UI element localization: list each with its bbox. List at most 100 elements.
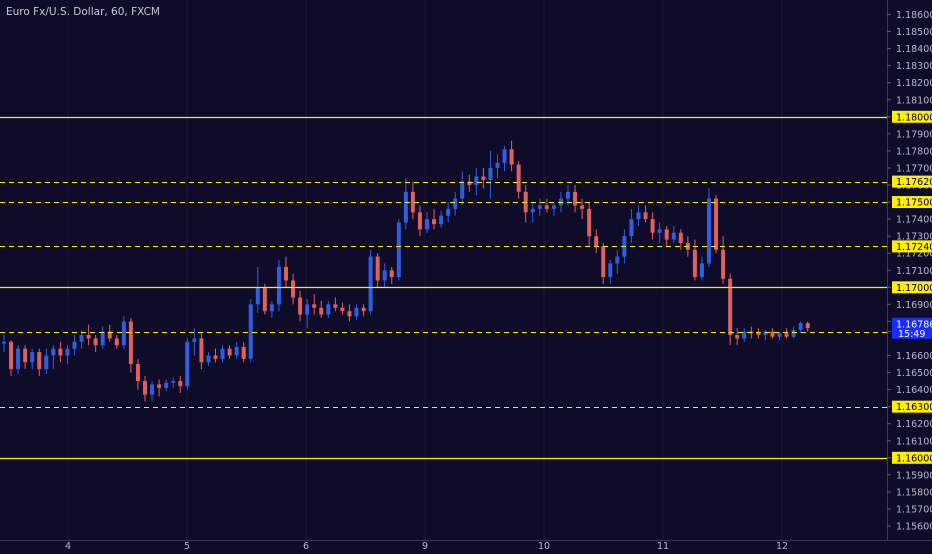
candle <box>389 266 394 284</box>
level-badge-bg <box>892 451 932 464</box>
candle-body <box>488 167 493 180</box>
price-tick-label: 1.18600 <box>896 10 932 21</box>
candle-body <box>777 333 782 337</box>
candle <box>544 198 549 213</box>
candle-body <box>516 164 521 192</box>
candle <box>100 326 105 349</box>
candle <box>72 335 77 356</box>
candle <box>241 341 246 363</box>
candle-body <box>199 338 204 363</box>
candle <box>185 338 190 390</box>
candle-body <box>269 304 274 312</box>
candle-body <box>425 219 429 230</box>
candle <box>410 181 415 220</box>
candle <box>51 345 56 370</box>
grid <box>67 0 783 540</box>
candle <box>608 260 613 284</box>
candle-body <box>72 341 77 349</box>
horizontal-levels[interactable] <box>0 116 887 460</box>
candle-body <box>58 348 63 356</box>
time-axis[interactable]: 4 5 6 9 10 11 12 <box>65 541 788 552</box>
candle <box>44 348 49 375</box>
candle <box>305 299 310 329</box>
candle-body <box>650 219 655 233</box>
time-tick-label: 11 <box>657 541 669 550</box>
level-badge-bg <box>892 175 932 188</box>
candle <box>495 154 500 179</box>
candle <box>439 210 444 228</box>
candle <box>432 208 437 230</box>
level-badge: 1.17240 <box>892 240 932 253</box>
candle-body <box>213 355 218 359</box>
level-badge-bg <box>892 110 932 123</box>
price-tick-label: 1.16900 <box>896 300 932 311</box>
price-tick-label: 1.17200 <box>896 249 932 260</box>
candle <box>530 202 535 223</box>
candle <box>262 283 267 315</box>
candle <box>678 229 683 250</box>
candle-body <box>410 191 415 213</box>
candle-body <box>587 208 592 237</box>
candle-body <box>495 162 500 168</box>
candle-body <box>728 278 733 336</box>
candle <box>128 317 133 373</box>
candle <box>777 331 782 341</box>
level-badge-bg <box>892 281 932 294</box>
candle-body <box>566 191 570 199</box>
candle <box>340 302 345 315</box>
price-tick-label: 1.18300 <box>896 61 932 72</box>
candle-body <box>671 232 676 240</box>
candle <box>537 198 542 216</box>
candle <box>396 219 401 281</box>
candle <box>502 145 507 172</box>
candle-body <box>185 341 190 387</box>
candle <box>375 253 380 288</box>
candle <box>284 256 288 288</box>
candle <box>460 171 465 206</box>
candle-body <box>474 176 479 185</box>
price-tick-label: 1.17100 <box>896 266 932 277</box>
candle-body <box>361 307 366 312</box>
candle <box>735 328 740 346</box>
candle-body <box>664 229 669 240</box>
price-tick-label: 1.17300 <box>896 232 932 243</box>
candle <box>417 205 422 237</box>
candle <box>361 304 366 317</box>
candle-body <box>382 270 387 281</box>
candle <box>474 167 479 196</box>
candle-body <box>763 331 768 336</box>
candle-body <box>284 266 288 281</box>
candle <box>368 249 373 315</box>
candle-body <box>721 249 726 279</box>
time-tick-label: 9 <box>422 541 428 550</box>
candle-body <box>432 219 437 225</box>
candle-body <box>37 352 42 370</box>
candle-body <box>333 304 338 308</box>
candle <box>206 352 211 366</box>
candle <box>171 377 176 388</box>
candle-body <box>65 348 70 356</box>
chart-title: Euro Fx/U.S. Dollar, 60, FXCM <box>6 6 160 18</box>
price-tick-label: 1.15900 <box>896 470 932 481</box>
candle-body <box>678 232 683 243</box>
level-badge: 1.16000 <box>892 451 932 464</box>
candle <box>580 198 585 220</box>
candle-body <box>439 215 444 225</box>
price-axis[interactable]: 1.18600 1.18500 1.18400 1.18300 1.18200 1.181… <box>887 10 932 533</box>
candle-body <box>756 333 761 336</box>
price-tick-label: 1.18400 <box>896 44 932 55</box>
candle <box>312 294 317 315</box>
candle-body <box>248 304 253 359</box>
candle-body <box>23 348 28 363</box>
candle <box>446 202 451 223</box>
price-tick-label: 1.18500 <box>896 27 932 38</box>
candle <box>403 178 408 230</box>
current-price-label: 1.16786 <box>896 319 932 330</box>
candle-body <box>100 331 105 346</box>
candle <box>573 185 578 213</box>
level-badge-bg <box>892 196 932 209</box>
candle-body <box>227 348 232 356</box>
candle <box>629 208 634 243</box>
